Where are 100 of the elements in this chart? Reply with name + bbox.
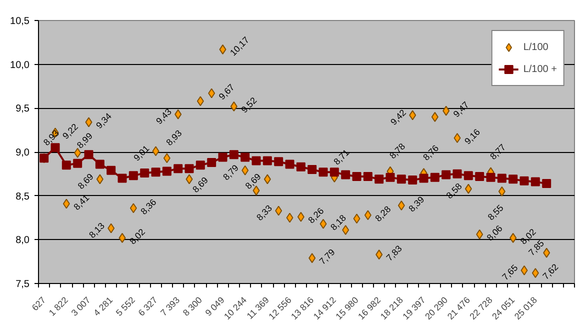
- point: [475, 172, 484, 182]
- point: [62, 198, 70, 209]
- point: [530, 177, 540, 186]
- point: [520, 265, 528, 276]
- point: [374, 174, 384, 184]
- point: [130, 203, 137, 214]
- point: [542, 179, 552, 188]
- point: [262, 156, 272, 166]
- point: [464, 171, 473, 180]
- point: [196, 160, 205, 170]
- point: [108, 223, 115, 234]
- point: [352, 172, 362, 182]
- point: [398, 200, 405, 210]
- point: [275, 206, 282, 216]
- point: [74, 148, 82, 158]
- point: [409, 110, 416, 120]
- point: [229, 150, 238, 160]
- point: [308, 165, 317, 174]
- legend-label: L/100: [523, 42, 548, 52]
- point: [419, 174, 428, 183]
- point: [174, 164, 183, 174]
- point: [520, 176, 529, 186]
- data-label: 8,41: [72, 192, 92, 212]
- point: [297, 212, 304, 222]
- point: [252, 156, 261, 166]
- point: [285, 160, 294, 169]
- data-label: 8,78: [388, 141, 408, 161]
- point: [128, 171, 138, 180]
- legend-label: L/100 +: [523, 64, 557, 74]
- point: [363, 172, 372, 182]
- y-tick-label: 10,0: [10, 60, 30, 71]
- point: [508, 174, 518, 184]
- point: [218, 152, 228, 162]
- point: [296, 162, 306, 172]
- point: [497, 174, 506, 183]
- point: [476, 229, 484, 240]
- point: [454, 132, 461, 143]
- x-tick-label: 4 281: [92, 294, 115, 318]
- point: [208, 88, 216, 98]
- x-tick-label: 3 007: [69, 294, 92, 318]
- point: [308, 253, 316, 264]
- data-label: 8,69: [76, 172, 96, 191]
- data-label: 8,69: [190, 175, 210, 195]
- point: [364, 210, 372, 220]
- point: [442, 106, 450, 116]
- point: [73, 158, 82, 168]
- y-tick-label: 9,0: [16, 148, 30, 158]
- point: [264, 174, 271, 184]
- data-label: 7,83: [384, 243, 404, 263]
- point: [106, 166, 116, 175]
- point: [341, 170, 350, 180]
- point: [62, 160, 71, 170]
- point: [430, 172, 440, 182]
- point: [464, 184, 472, 194]
- data-label: 8,69: [243, 172, 263, 191]
- point: [230, 101, 238, 112]
- point: [532, 268, 539, 278]
- data-label: 8,13: [87, 220, 107, 240]
- point: [274, 157, 284, 166]
- point: [84, 150, 94, 160]
- point: [498, 186, 506, 196]
- point: [207, 158, 216, 168]
- point: [386, 172, 395, 182]
- data-label: 8,39: [406, 194, 426, 214]
- x-tick-label: 8 300: [180, 294, 204, 318]
- x-tick-label: 5 552: [114, 294, 137, 318]
- point: [184, 164, 194, 174]
- point: [96, 174, 104, 184]
- point: [196, 96, 204, 106]
- point: [431, 112, 438, 122]
- y-tick-label: 8,0: [16, 235, 30, 246]
- point: [286, 212, 294, 223]
- point: [452, 169, 462, 178]
- point: [242, 165, 249, 176]
- point: [174, 109, 182, 120]
- y-tick-label: 9,5: [16, 104, 30, 115]
- point: [353, 214, 360, 224]
- point: [162, 166, 172, 176]
- point: [396, 174, 406, 184]
- x-tick-label: 6 327: [136, 294, 160, 318]
- point: [219, 44, 226, 54]
- data-label: 9,16: [462, 126, 482, 146]
- x-tick-label: 627: [30, 294, 48, 313]
- data-label: 8,79: [221, 162, 241, 182]
- point: [510, 232, 517, 243]
- y-tick-label: 7,5: [16, 279, 30, 290]
- data-label: 8,18: [328, 212, 348, 232]
- data-label: 9,43: [154, 106, 174, 126]
- point: [85, 117, 92, 128]
- point: [330, 168, 339, 177]
- x-tick-label: 1 822: [46, 294, 70, 318]
- point: [186, 174, 193, 184]
- point: [118, 232, 126, 243]
- y-tick-label: 10,5: [10, 16, 30, 27]
- y-tick-label: 8,5: [16, 191, 30, 202]
- data-label: 8,76: [421, 142, 441, 162]
- point: [163, 153, 170, 164]
- point: [442, 170, 451, 180]
- point: [140, 168, 150, 178]
- x-tick-label: 7 393: [158, 294, 182, 318]
